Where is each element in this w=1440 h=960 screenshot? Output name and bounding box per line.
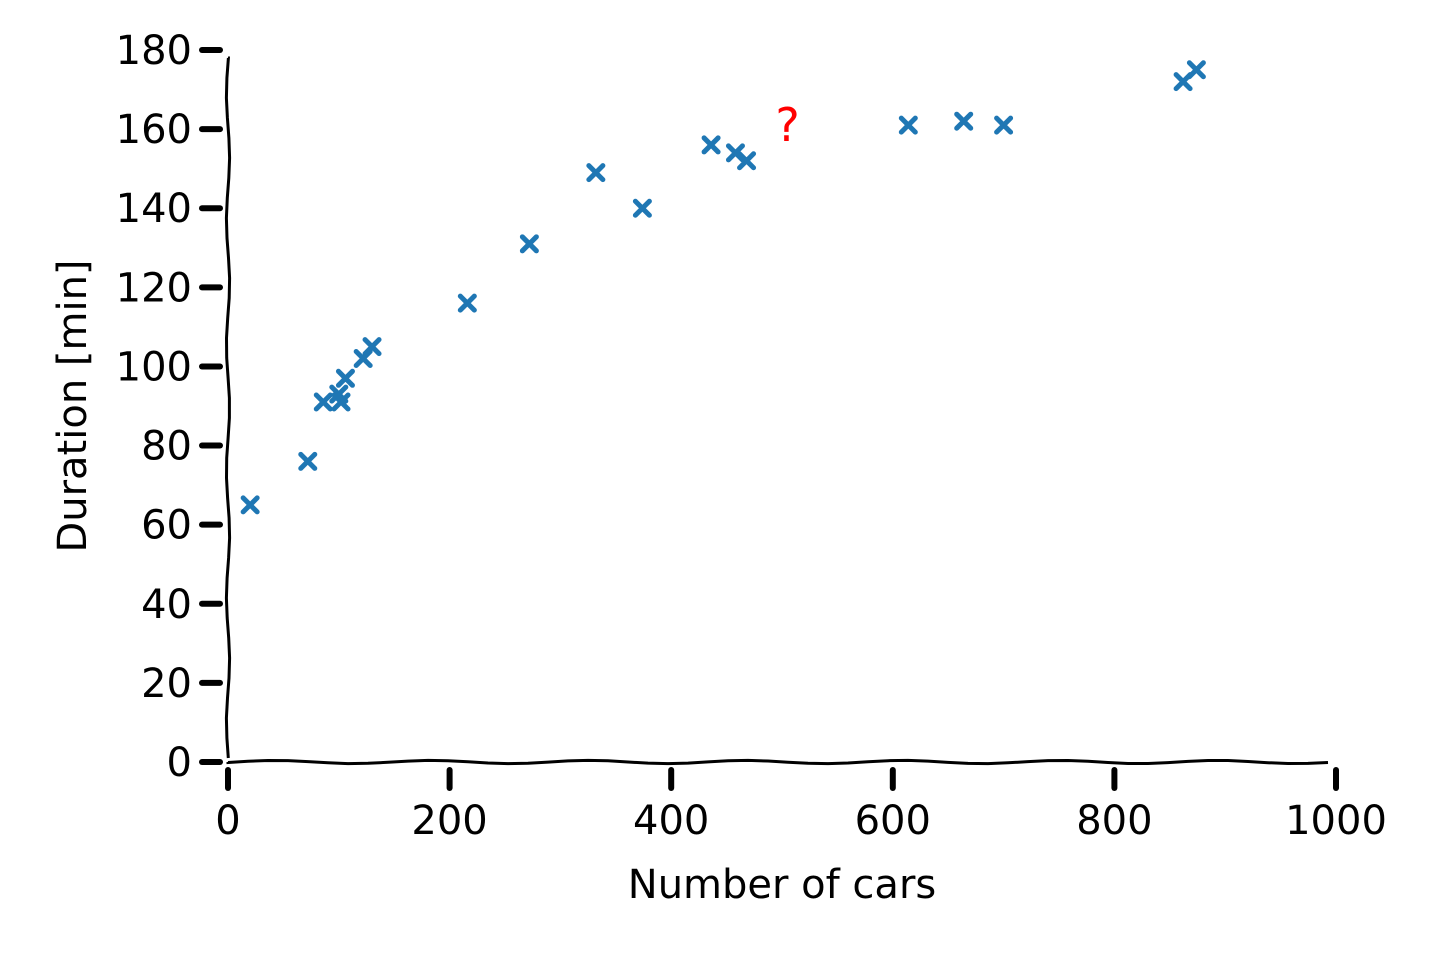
y-tick-label: 20 xyxy=(141,661,192,707)
ticks: 0 20 40 60 80 100 120 140 160 180 0 200 400 600 800 100… xyxy=(116,28,1387,844)
x-tick-label: 200 xyxy=(411,798,487,844)
x-axis-label: Number of cars xyxy=(628,862,936,908)
data-point xyxy=(313,392,333,412)
data-point xyxy=(898,115,918,135)
y-tick-label: 140 xyxy=(116,186,192,232)
x-tick-label: 800 xyxy=(1076,798,1152,844)
x-tick-label: 0 xyxy=(215,798,240,844)
y-tick-label: 60 xyxy=(141,503,192,549)
y-axis-line xyxy=(224,56,232,759)
data-point xyxy=(737,151,757,171)
y-tick-label: 40 xyxy=(141,582,192,628)
y-axis-label: Duration [min] xyxy=(50,259,96,552)
data-point xyxy=(335,368,355,388)
y-tick-label: 100 xyxy=(116,344,192,390)
data-points xyxy=(240,60,1206,515)
x-tick-label: 400 xyxy=(633,798,709,844)
y-tick-label: 120 xyxy=(116,265,192,311)
y-tick-label: 80 xyxy=(141,424,192,470)
data-point xyxy=(240,495,260,515)
annotation-text: ? xyxy=(775,98,799,152)
y-tick-label: 160 xyxy=(116,107,192,153)
data-point xyxy=(994,115,1014,135)
data-point xyxy=(954,111,974,131)
x-tick-label: 600 xyxy=(855,798,931,844)
annotations: ? xyxy=(775,98,799,152)
y-tick-label: 180 xyxy=(116,28,192,74)
x-axis-line xyxy=(226,758,1329,766)
axes xyxy=(224,56,1329,766)
data-point xyxy=(298,451,318,471)
data-point xyxy=(362,337,382,357)
data-point xyxy=(586,163,606,183)
data-point xyxy=(519,234,539,254)
data-point xyxy=(331,392,351,412)
x-tick-label: 1000 xyxy=(1285,798,1387,844)
data-point xyxy=(457,293,477,313)
data-point xyxy=(701,135,721,155)
data-point xyxy=(632,198,652,218)
data-point xyxy=(1186,60,1206,80)
y-tick-label: 0 xyxy=(167,740,192,786)
